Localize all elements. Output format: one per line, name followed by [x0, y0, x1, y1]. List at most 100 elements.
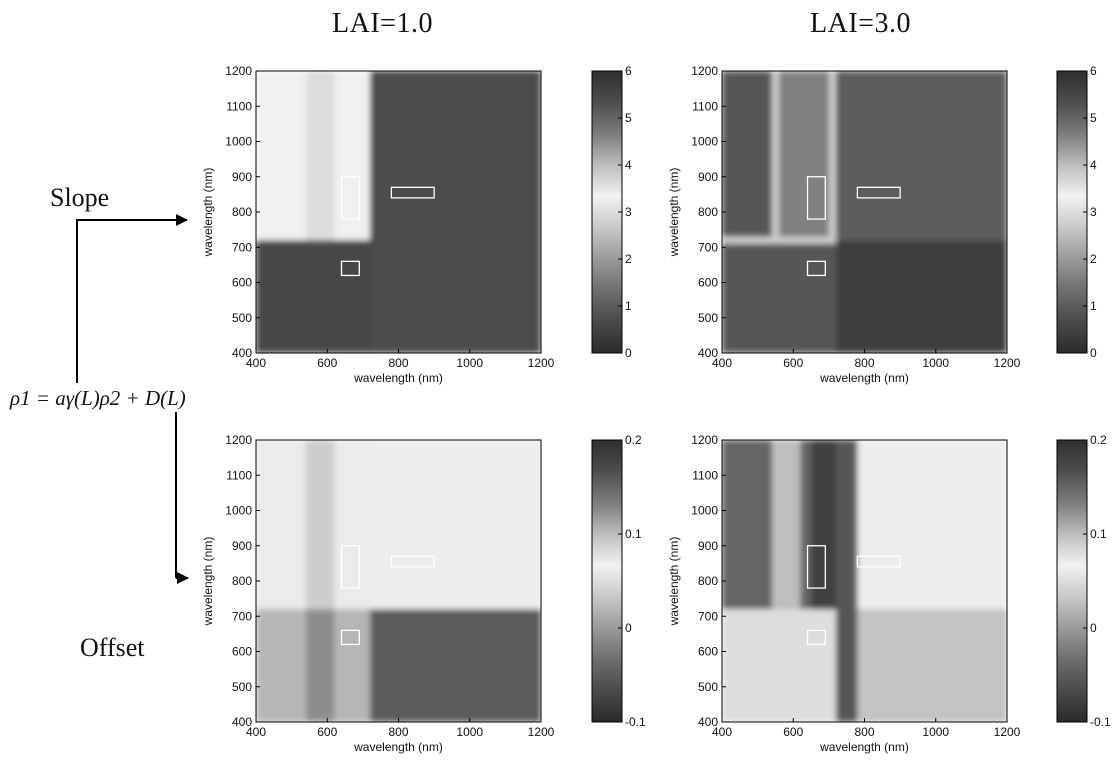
heatmap-region — [836, 440, 1007, 610]
heatmap-field — [256, 440, 541, 722]
y-tick-label: 700 — [232, 240, 252, 254]
y-tick-label: 600 — [698, 645, 718, 659]
colorbar: -0.1 0 0.1 0.2 — [1056, 433, 1111, 729]
heatmap-region — [370, 440, 541, 610]
heatmap-region — [256, 240, 370, 353]
heatmap-region — [305, 440, 335, 610]
heatmap-panel-1: 400 600 800 1000 1200 400 500 600 700 800 900 1000 1… — [201, 64, 632, 385]
colorbar-tick-label: 6 — [625, 64, 632, 78]
y-tick-label: 400 — [232, 346, 252, 360]
y-tick-label: 900 — [232, 170, 252, 184]
heatmap-regions — [256, 71, 541, 353]
colorbar-tick-label: -0.1 — [625, 715, 646, 729]
colorbar-gradient — [1056, 70, 1088, 354]
y-tick-label: 400 — [698, 346, 718, 360]
x-tick-label: 1200 — [994, 356, 1021, 370]
heatmap-region — [836, 71, 1007, 241]
y-tick-label: 1100 — [226, 99, 252, 113]
colorbar: 0 1 2 3 4 5 6 — [1056, 64, 1097, 360]
colorbar-gradient — [591, 439, 623, 723]
y-tick-label: 500 — [232, 311, 252, 325]
x-tick-label: 400 — [712, 356, 732, 370]
x-tick-label: 600 — [317, 356, 337, 370]
heatmap-region — [722, 236, 836, 244]
x-axis-label: wavelength (nm) — [819, 371, 909, 385]
y-tick-label: 1000 — [225, 135, 252, 149]
y-tick-label: 1000 — [691, 504, 718, 518]
colorbar-tick-label: 6 — [1090, 64, 1097, 78]
y-tick-label: 500 — [698, 680, 718, 694]
x-axis-label: wavelength (nm) — [819, 740, 909, 754]
y-tick-label: 1100 — [692, 468, 718, 482]
y-tick-label: 400 — [698, 715, 718, 729]
y-axis-label: wavelength (nm) — [667, 537, 681, 627]
column-title-lai-1: LAI=1.0 — [332, 8, 433, 39]
x-tick-label: 800 — [388, 725, 408, 739]
heatmap-region — [771, 440, 801, 610]
y-tick-label: 1200 — [691, 433, 718, 447]
heatmap-region — [836, 609, 1007, 722]
heatmap-region — [836, 440, 858, 722]
colorbar-tick-label: 0 — [1090, 621, 1097, 635]
colorbar-tick-label: -0.1 — [1090, 715, 1111, 729]
y-tick-label: 800 — [698, 205, 718, 219]
x-tick-label: 400 — [712, 725, 732, 739]
colorbar-tick-label: 1 — [625, 299, 632, 313]
heatmap-region — [828, 71, 836, 241]
colorbar-tick-label: 0 — [625, 621, 632, 635]
y-tick-label: 1200 — [225, 433, 252, 447]
y-tick-label: 1000 — [691, 135, 718, 149]
heatmap-regions — [256, 440, 541, 722]
heatmap-region — [305, 71, 335, 241]
y-tick-label: 1000 — [225, 504, 252, 518]
colorbar-tick-label: 4 — [625, 158, 632, 172]
x-axis-label: wavelength (nm) — [353, 371, 443, 385]
regression-equation: ρ1 = aγ(L)ρ2 + D(L) — [10, 386, 186, 410]
highlight-box — [390, 186, 435, 199]
x-tick-label: 1000 — [456, 725, 483, 739]
heatmap-panel-4: 400 600 800 1000 1200 400 500 600 700 800 900 1000 1… — [667, 433, 1111, 754]
x-tick-label: 1200 — [994, 725, 1021, 739]
heatmap-panel-3: 400 600 800 1000 1200 400 500 600 700 800 900 1000 1… — [201, 433, 646, 754]
x-axis-label: wavelength (nm) — [353, 740, 443, 754]
colorbar-tick-label: 0.2 — [1090, 433, 1107, 447]
heatmap-region — [305, 609, 335, 722]
y-tick-label: 800 — [232, 574, 252, 588]
y-axis-label: wavelength (nm) — [667, 168, 681, 258]
y-tick-label: 900 — [698, 170, 718, 184]
heatmap-field — [256, 71, 541, 353]
colorbar: 0 1 2 3 4 5 6 — [591, 64, 632, 360]
heatmap-field — [722, 71, 1007, 353]
highlight-box — [390, 555, 435, 568]
y-axis-label: wavelength (nm) — [201, 168, 215, 258]
y-tick-label: 800 — [232, 205, 252, 219]
row-label-slope: Slope — [50, 183, 110, 212]
colorbar-tick-label: 0.1 — [625, 527, 642, 541]
heatmap-regions — [722, 71, 1007, 353]
heatmap-region — [370, 71, 541, 353]
row-label-offset: Offset — [80, 633, 145, 662]
colorbar-tick-label: 2 — [1090, 252, 1097, 266]
colorbar-tick-label: 5 — [1090, 111, 1097, 125]
colorbar-tick-label: 4 — [1090, 158, 1097, 172]
x-tick-label: 1000 — [456, 356, 483, 370]
arrow-to-slope — [76, 214, 188, 383]
colorbar-gradient — [1056, 439, 1088, 723]
highlight-box — [340, 545, 360, 589]
colorbar-tick-label: 0 — [1090, 346, 1097, 360]
y-tick-label: 700 — [698, 609, 718, 623]
x-tick-label: 600 — [783, 725, 803, 739]
flow-arrows — [76, 214, 189, 584]
y-tick-label: 900 — [698, 539, 718, 553]
y-axis-label: wavelength (nm) — [201, 537, 215, 627]
highlight-box — [340, 629, 360, 646]
y-tick-label: 700 — [232, 609, 252, 623]
colorbar-tick-label: 0.1 — [1090, 527, 1107, 541]
y-tick-label: 400 — [232, 715, 252, 729]
x-tick-label: 800 — [854, 725, 874, 739]
x-tick-label: 1000 — [922, 356, 949, 370]
heatmap-field — [722, 440, 1007, 722]
highlight-box — [340, 176, 360, 220]
heatmap-region — [836, 240, 1007, 353]
colorbar-gradient — [591, 70, 623, 354]
